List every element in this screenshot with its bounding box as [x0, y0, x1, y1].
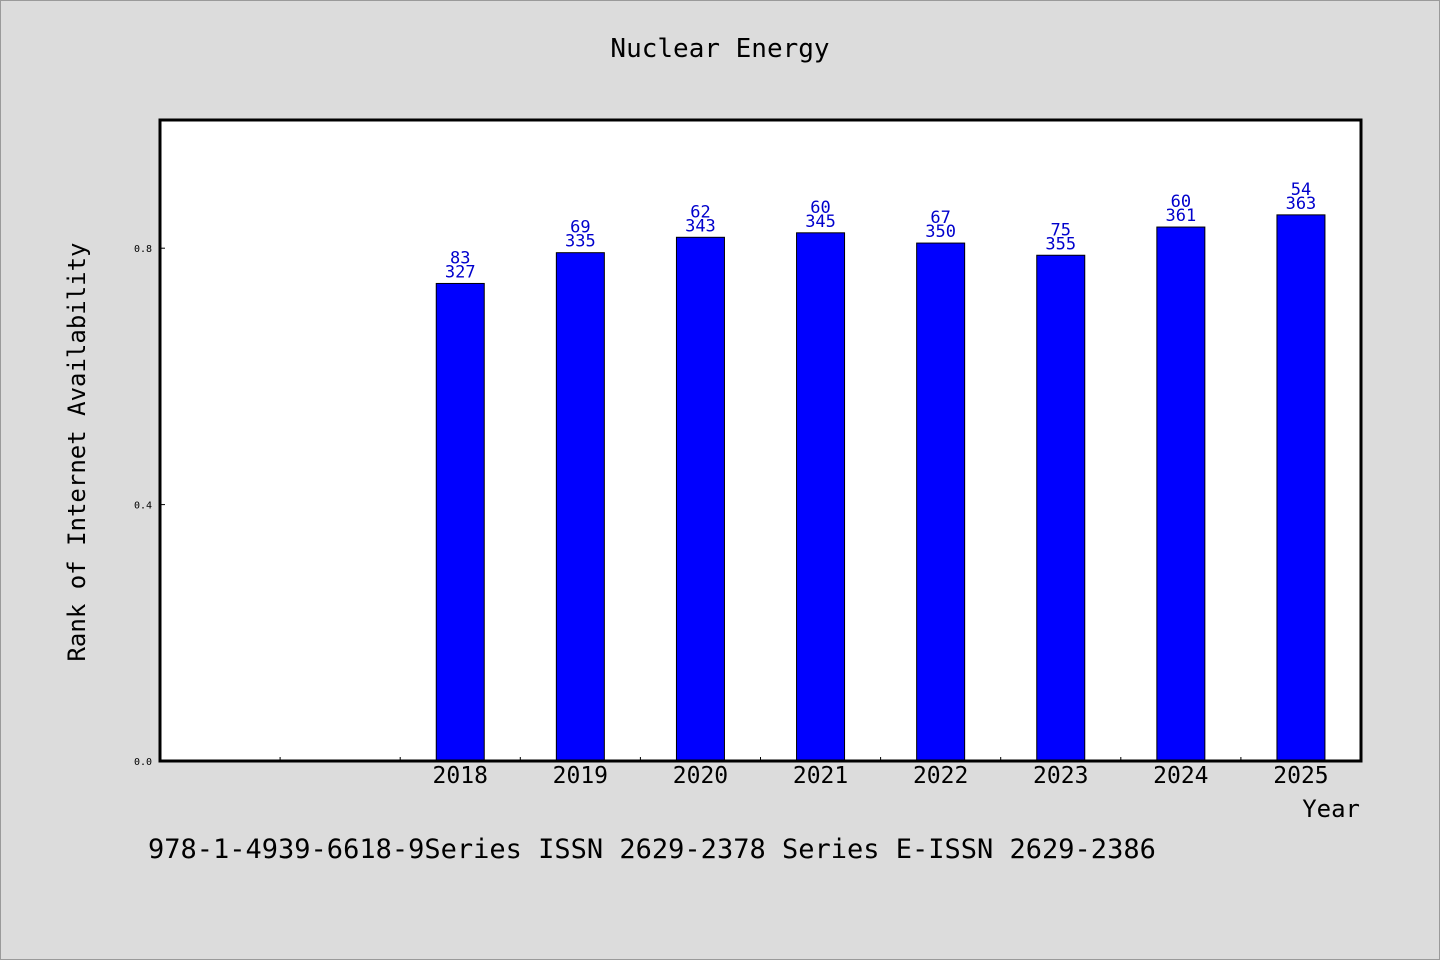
- data-label-bottom-2022: 350: [925, 222, 956, 242]
- x-tick-label-2024: 2024: [1153, 763, 1208, 789]
- y-tick-label: 0.0: [134, 757, 152, 768]
- data-label-bottom-2021: 345: [805, 212, 836, 232]
- x-tick-label-2018: 2018: [433, 763, 488, 789]
- bar-2024: [1156, 226, 1206, 762]
- bar-2025: [1276, 214, 1326, 762]
- data-label-top-2022: 67: [930, 208, 950, 228]
- data-label-top-2021: 60: [810, 198, 830, 218]
- chart-title: Nuclear Energy: [610, 34, 830, 64]
- data-label-top-2024: 60: [1171, 192, 1191, 212]
- data-label-bottom-2020: 343: [685, 216, 716, 236]
- data-label-bottom-2024: 361: [1165, 206, 1196, 226]
- data-label-bottom-2025: 363: [1286, 194, 1317, 214]
- y-axis-label: Rank of Internet Availability: [63, 242, 91, 661]
- bar-2020: [675, 236, 725, 762]
- bar-2023: [1036, 254, 1086, 762]
- data-label-bottom-2023: 355: [1045, 234, 1076, 254]
- bar-2018: [435, 282, 485, 762]
- x-tick-label-2025: 2025: [1273, 763, 1328, 789]
- plot-border: [158, 118, 1363, 763]
- data-label-bottom-2019: 335: [565, 232, 596, 252]
- data-label-top-2023: 75: [1051, 220, 1071, 240]
- x-tick-label-2019: 2019: [553, 763, 608, 789]
- x-axis-label: Year: [1302, 795, 1360, 823]
- x-tick-label-2020: 2020: [673, 763, 728, 789]
- data-label-top-2025: 54: [1291, 180, 1311, 200]
- bar-2019: [555, 252, 605, 762]
- footer-note: 978-1-4939-6618-9Series ISSN 2629-2378 S…: [148, 834, 1156, 865]
- x-tick-label-2023: 2023: [1033, 763, 1088, 789]
- data-label-top-2018: 83: [450, 248, 470, 268]
- y-tick-label: 0.4: [134, 501, 152, 512]
- bar-2021: [796, 232, 846, 762]
- y-tick-label: 0.8: [134, 244, 152, 255]
- x-tick-label-2022: 2022: [913, 763, 968, 789]
- data-label-bottom-2018: 327: [445, 262, 476, 282]
- data-label-top-2019: 69: [570, 218, 590, 238]
- bar-2022: [916, 242, 966, 762]
- data-label-top-2020: 62: [690, 202, 710, 222]
- x-tick-label-2021: 2021: [793, 763, 848, 789]
